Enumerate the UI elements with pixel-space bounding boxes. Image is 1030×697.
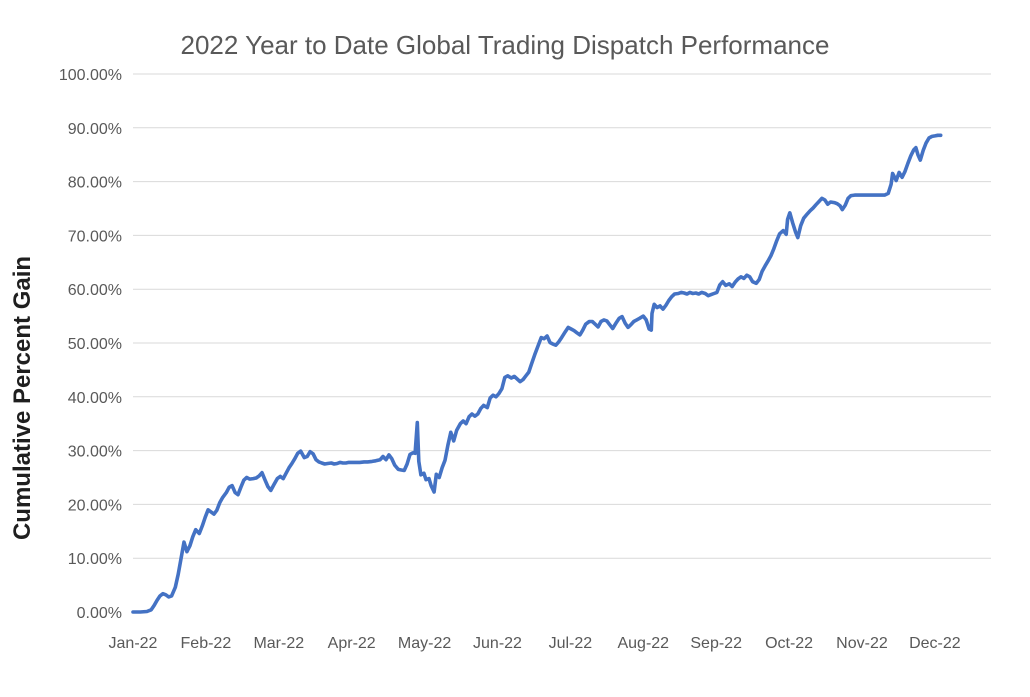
x-tick-label: Jul-22 bbox=[549, 635, 593, 652]
y-tick-label: 0.00% bbox=[77, 605, 122, 622]
y-tick-label: 50.00% bbox=[68, 336, 122, 353]
y-tick-label: 90.00% bbox=[68, 121, 122, 138]
y-tick-label: 20.00% bbox=[68, 497, 122, 514]
y-tick-label: 100.00% bbox=[59, 67, 122, 84]
x-tick-label: Jun-22 bbox=[473, 635, 522, 652]
y-tick-label: 70.00% bbox=[68, 228, 122, 245]
y-tick-label: 30.00% bbox=[68, 444, 122, 461]
y-tick-label: 10.00% bbox=[68, 551, 122, 568]
y-tick-label: 60.00% bbox=[68, 282, 122, 299]
x-tick-label: Feb-22 bbox=[181, 635, 232, 652]
y-tick-label: 40.00% bbox=[68, 390, 122, 407]
x-tick-label: Mar-22 bbox=[253, 635, 304, 652]
x-tick-label: Sep-22 bbox=[690, 635, 742, 652]
chart-title: 2022 Year to Date Global Trading Dispatc… bbox=[181, 30, 830, 60]
x-tick-label: Oct-22 bbox=[765, 635, 813, 652]
y-tick-label: 80.00% bbox=[68, 175, 122, 192]
x-tick-label: May-22 bbox=[398, 635, 451, 652]
gridlines bbox=[133, 73, 991, 559]
y-axis-title: Cumulative Percent Gain bbox=[9, 256, 36, 540]
x-tick-label: Apr-22 bbox=[328, 635, 376, 652]
series-line bbox=[131, 133, 943, 614]
x-tick-label: Aug-22 bbox=[617, 635, 669, 652]
y-axis-tick-labels: 0.00% 10.00% 20.00% 30.00% 40.00% 50.00% 60.00… bbox=[59, 67, 122, 622]
x-axis-tick-labels: Jan-22 Feb-22 Mar-22 Apr-22 May-22 Jun-22 Jul-… bbox=[109, 635, 961, 652]
x-tick-label: Jan-22 bbox=[109, 635, 158, 652]
x-tick-label: Nov-22 bbox=[836, 635, 888, 652]
x-tick-label: Dec-22 bbox=[909, 635, 961, 652]
